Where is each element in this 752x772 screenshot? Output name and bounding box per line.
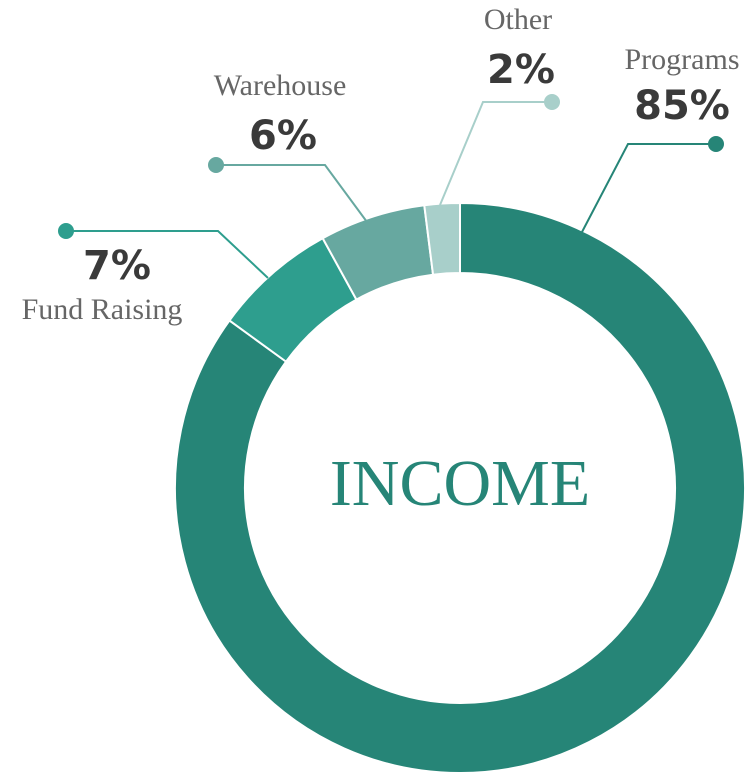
arcs bbox=[174, 201, 746, 772]
leader-dot bbox=[544, 94, 560, 110]
leader-dot bbox=[708, 136, 724, 152]
donut-segment bbox=[174, 201, 746, 772]
leader-line bbox=[66, 230, 269, 279]
leader-line bbox=[216, 164, 368, 223]
chart-title: INCOME bbox=[330, 447, 590, 520]
value-label: 7% bbox=[83, 243, 151, 289]
leader-dot bbox=[208, 157, 224, 173]
category-label: Warehouse bbox=[214, 69, 347, 102]
leader-line bbox=[581, 143, 716, 233]
value-label: 6% bbox=[249, 113, 317, 159]
category-label: Fund Raising bbox=[22, 293, 183, 326]
category-label: Other bbox=[484, 3, 552, 36]
donut-segment bbox=[423, 201, 461, 276]
leader-dot bbox=[58, 223, 74, 239]
leader-line bbox=[439, 101, 552, 206]
value-label: 2% bbox=[487, 47, 555, 93]
category-label: Programs bbox=[625, 43, 740, 76]
value-label: 85% bbox=[634, 83, 730, 129]
